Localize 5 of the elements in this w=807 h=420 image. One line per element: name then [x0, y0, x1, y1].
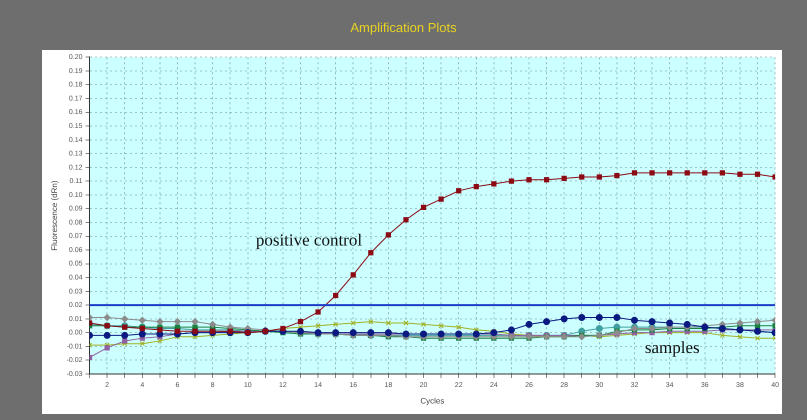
- annotation: samples: [644, 338, 700, 358]
- x-axis-title: Cycles: [420, 396, 444, 406]
- annotation: positive control: [256, 230, 362, 250]
- y-axis-title: Fluorescence (dRn): [50, 180, 60, 251]
- chart-title: Amplification Plots: [349, 20, 458, 35]
